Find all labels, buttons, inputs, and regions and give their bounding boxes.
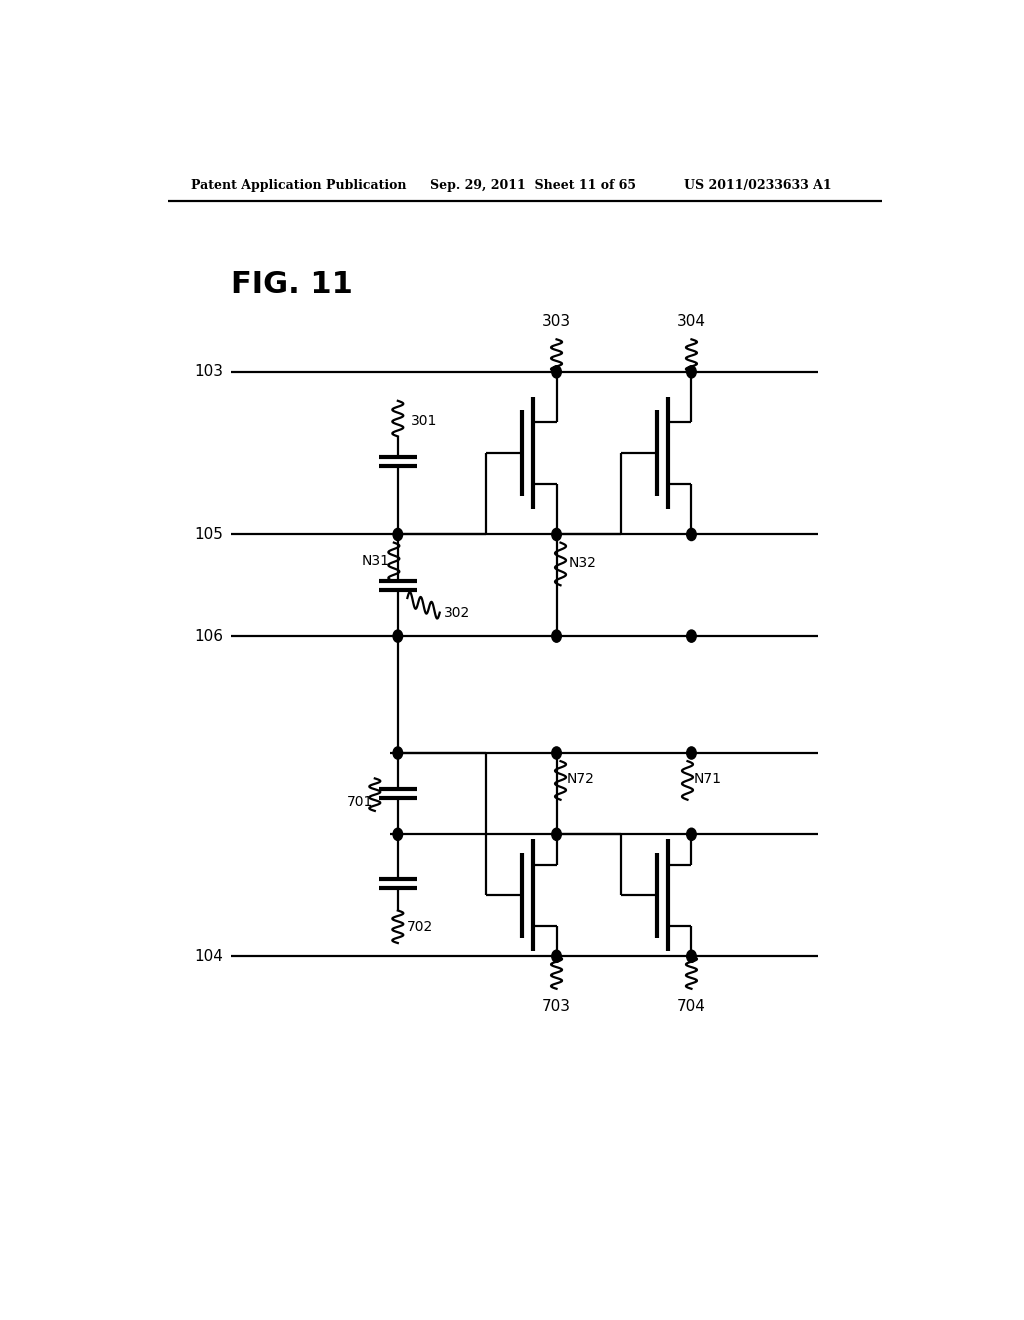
Text: US 2011/0233633 A1: US 2011/0233633 A1	[684, 180, 831, 191]
Text: 303: 303	[542, 314, 571, 329]
Text: 703: 703	[542, 999, 571, 1014]
Text: Patent Application Publication: Patent Application Publication	[191, 180, 407, 191]
Text: N72: N72	[567, 772, 595, 787]
Text: FIG. 11: FIG. 11	[231, 271, 353, 300]
Text: N31: N31	[361, 554, 390, 568]
Text: 104: 104	[195, 949, 223, 964]
Text: Sep. 29, 2011  Sheet 11 of 65: Sep. 29, 2011 Sheet 11 of 65	[430, 180, 636, 191]
Text: 704: 704	[677, 999, 706, 1014]
Text: 106: 106	[195, 628, 223, 644]
Circle shape	[552, 630, 561, 643]
Text: 105: 105	[195, 527, 223, 543]
Circle shape	[393, 747, 402, 759]
Circle shape	[687, 528, 696, 541]
Circle shape	[687, 828, 696, 841]
Circle shape	[687, 630, 696, 643]
Text: 702: 702	[408, 920, 433, 933]
Circle shape	[393, 630, 402, 643]
Circle shape	[552, 747, 561, 759]
Text: 304: 304	[677, 314, 706, 329]
Text: 103: 103	[195, 364, 223, 379]
Text: N71: N71	[694, 772, 722, 787]
Text: 701: 701	[347, 795, 373, 809]
Circle shape	[393, 828, 402, 841]
Circle shape	[552, 950, 561, 962]
Circle shape	[687, 950, 696, 962]
Text: N32: N32	[568, 556, 596, 570]
Circle shape	[687, 747, 696, 759]
Circle shape	[552, 828, 561, 841]
Circle shape	[393, 528, 402, 541]
Circle shape	[687, 366, 696, 378]
Circle shape	[552, 528, 561, 541]
Text: 302: 302	[443, 606, 470, 619]
Circle shape	[552, 366, 561, 378]
Text: 301: 301	[411, 414, 437, 428]
